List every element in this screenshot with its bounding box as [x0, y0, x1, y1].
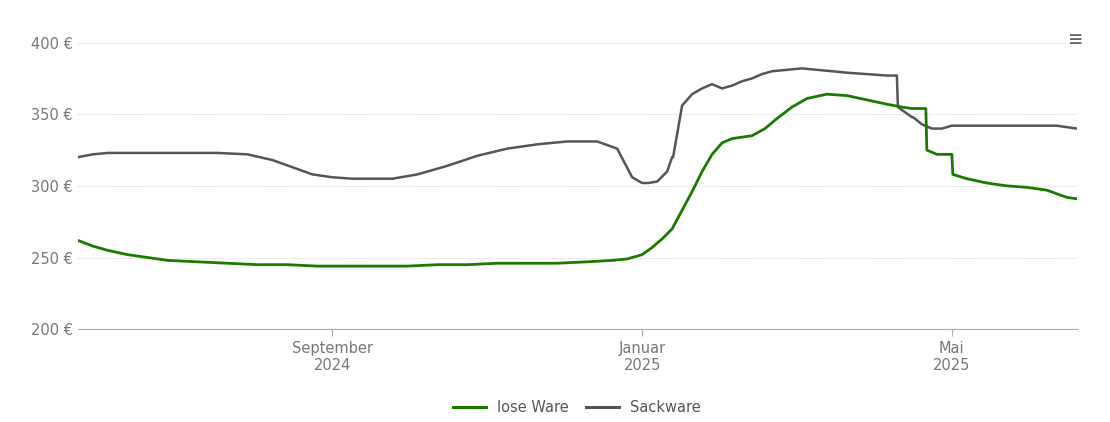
Text: ≡: ≡: [1069, 30, 1082, 49]
Legend: lose Ware, Sackware: lose Ware, Sackware: [447, 394, 707, 420]
